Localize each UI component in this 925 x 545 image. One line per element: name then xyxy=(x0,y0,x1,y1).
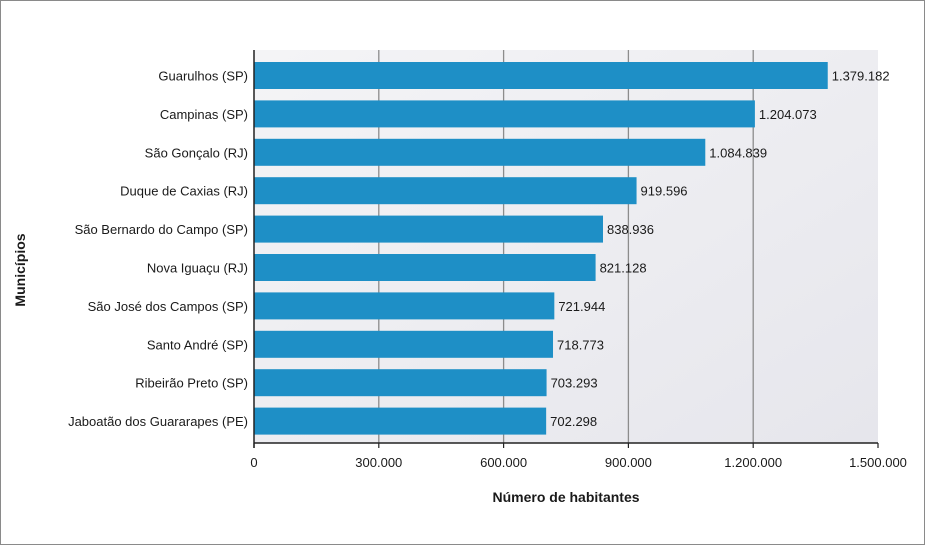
x-tick-label: 1.500.000 xyxy=(849,455,907,470)
bar xyxy=(254,100,755,128)
bar xyxy=(254,215,603,243)
data-label: 721.944 xyxy=(558,299,605,314)
data-label: 1.204.073 xyxy=(759,107,817,122)
category-label: Guarulhos (SP) xyxy=(158,69,248,84)
category-label: Jaboatão dos Guararapes (PE) xyxy=(68,414,248,429)
x-tick-label: 1.200.000 xyxy=(724,455,782,470)
x-tick-label: 900.000 xyxy=(605,455,652,470)
category-label: Campinas (SP) xyxy=(160,107,248,122)
category-label: São Bernardo do Campo (SP) xyxy=(75,222,248,237)
data-label: 1.084.839 xyxy=(709,145,767,160)
data-label: 919.596 xyxy=(641,184,688,199)
data-label: 702.298 xyxy=(550,414,597,429)
x-tick-label: 0 xyxy=(250,455,257,470)
bar xyxy=(254,254,596,281)
category-label: Santo André (SP) xyxy=(147,337,248,352)
bar xyxy=(254,369,547,397)
bar xyxy=(254,407,547,435)
bar xyxy=(254,62,828,89)
category-label: São Gonçalo (RJ) xyxy=(145,145,248,160)
x-axis-title: Número de habitantes xyxy=(492,489,639,505)
x-tick-label: 600.000 xyxy=(480,455,527,470)
x-tick-label: 300.000 xyxy=(355,455,402,470)
data-label: 718.773 xyxy=(557,337,604,352)
category-label: Nova Iguaçu (RJ) xyxy=(147,261,248,276)
data-label: 1.379.182 xyxy=(832,69,890,84)
bar xyxy=(254,138,706,166)
bar xyxy=(254,330,554,358)
bar xyxy=(254,177,637,205)
category-label: São José dos Campos (SP) xyxy=(88,299,248,314)
data-label: 821.128 xyxy=(600,261,647,276)
data-label: 703.293 xyxy=(551,376,598,391)
category-label: Duque de Caxias (RJ) xyxy=(120,184,248,199)
bar xyxy=(254,292,555,320)
data-label: 838.936 xyxy=(607,222,654,237)
y-axis-title: Municípios xyxy=(12,233,28,306)
category-label: Ribeirão Preto (SP) xyxy=(135,376,248,391)
